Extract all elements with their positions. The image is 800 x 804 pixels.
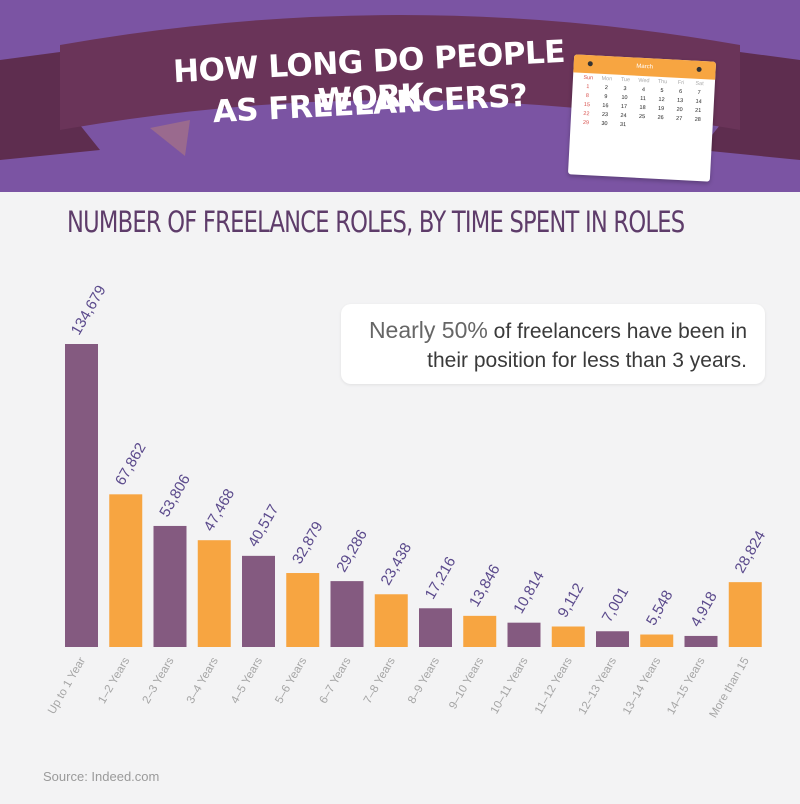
value-label: 17,216 xyxy=(422,554,460,602)
bar-6 xyxy=(286,573,320,647)
bar-8 xyxy=(374,594,408,647)
bar-9 xyxy=(419,608,452,647)
header-banner: HOW LONG DO PEOPLE WORK AS FREELANCERS? … xyxy=(0,0,800,192)
chart-title: NUMBER OF FREELANCE ROLES, BY TIME SPENT… xyxy=(67,205,685,239)
tick-label: 9–10 Years xyxy=(447,655,486,711)
ribbon-graphic xyxy=(0,15,800,160)
tick-label: 13–14 Years xyxy=(621,655,663,717)
value-label: 134,679 xyxy=(68,283,110,338)
bar-7 xyxy=(330,581,364,647)
bar-10 xyxy=(463,615,497,647)
value-label: 7,001 xyxy=(599,584,632,625)
value-label: 40,517 xyxy=(245,502,283,550)
tick-label: 14–15 Years xyxy=(665,655,707,717)
tick-label: More than 15 xyxy=(708,656,752,721)
tick-label: 3–4 Years xyxy=(185,655,221,706)
tick-label: 10–11 Years xyxy=(489,655,531,716)
bar-16 xyxy=(728,582,762,647)
value-label: 29,286 xyxy=(333,527,371,575)
value-label: 10,814 xyxy=(510,568,548,616)
tick-label: 2–3 Years xyxy=(141,655,177,706)
bar-3 xyxy=(153,525,187,647)
bar-2 xyxy=(109,494,143,647)
callout-text-line1: of freelancers have been in xyxy=(487,320,747,343)
bar-12 xyxy=(551,626,585,647)
tick-label: 8–9 Years xyxy=(406,655,442,706)
source-note: Source: Indeed.com xyxy=(43,769,160,784)
value-label: 67,862 xyxy=(112,440,150,488)
value-label: 28,824 xyxy=(731,528,769,576)
tick-label: 12–13 Years xyxy=(577,655,619,717)
value-label: 47,468 xyxy=(200,486,238,534)
bar-5 xyxy=(242,555,275,647)
value-label: 53,806 xyxy=(156,472,194,520)
bar-4 xyxy=(197,540,231,647)
value-label: 5,548 xyxy=(643,588,676,629)
bar-1 xyxy=(65,344,98,647)
bar-15 xyxy=(684,635,718,647)
callout-highlight: Nearly 50% xyxy=(368,317,488,343)
value-label: 4,918 xyxy=(687,589,720,630)
bar-14 xyxy=(640,634,674,647)
tick-label: 7–8 Years xyxy=(362,655,398,706)
value-label: 9,112 xyxy=(554,580,587,620)
tick-label: Up to 1 Year xyxy=(46,655,88,716)
value-label: 13,846 xyxy=(466,562,504,610)
tick-label: 1–2 Years xyxy=(96,655,132,706)
tick-label: 6–7 Years xyxy=(318,655,354,706)
bar-11 xyxy=(507,622,541,647)
callout-box: Nearly 50% of freelancers have been in t… xyxy=(341,304,765,384)
value-label: 32,879 xyxy=(289,519,327,567)
value-label: 23,438 xyxy=(377,540,415,588)
tick-label: 5–6 Years xyxy=(273,655,309,706)
callout-text-line2: their position for less than 3 years. xyxy=(427,349,747,372)
bar-13 xyxy=(596,631,629,647)
tick-label: 4–5 Years xyxy=(229,655,265,706)
tick-label: 11–12 Years xyxy=(533,655,575,716)
